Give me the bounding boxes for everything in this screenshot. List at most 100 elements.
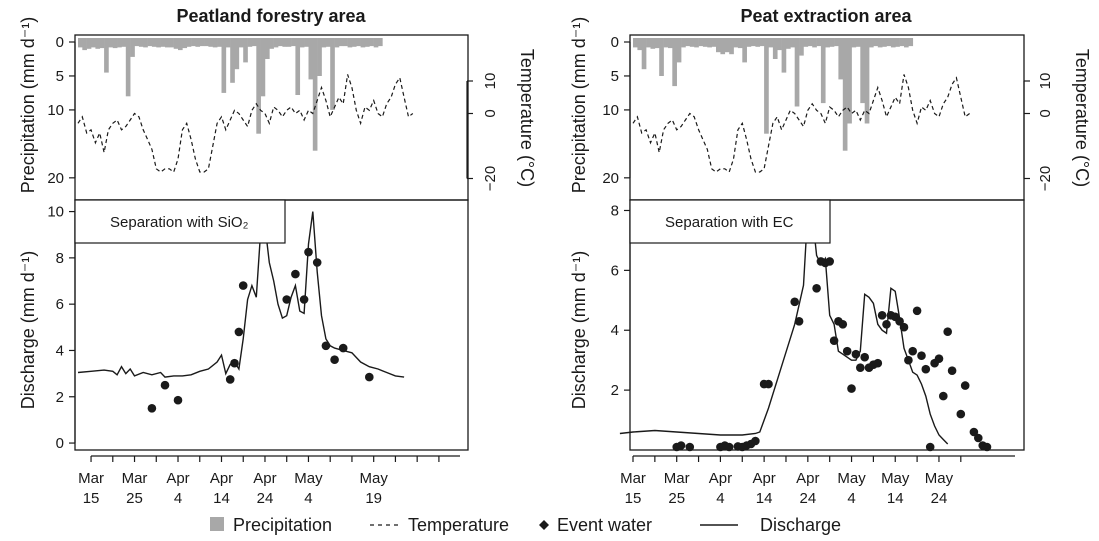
discharge-y-label: Discharge (mm d⁻¹) (18, 251, 38, 410)
precip-bar (890, 38, 896, 48)
x-tick-label-month: Mar (664, 470, 690, 487)
precip-bar (759, 38, 765, 47)
temp-tick-label: −20 (482, 166, 499, 191)
precip-bar (685, 38, 691, 47)
panel-peat-extraction: Peat extraction area 051020100−202468Mar… (569, 6, 1092, 507)
precip-bar (343, 38, 348, 47)
panel-peatland-forestry: Peatland forestry area 051020100−2002468… (18, 6, 537, 507)
precip-bar (225, 38, 231, 48)
event-water-point (943, 327, 952, 337)
precip-bar (234, 38, 240, 70)
annotation-label: Separation with EC (665, 214, 794, 231)
event-water-point (838, 320, 848, 329)
precip-bar (720, 38, 726, 55)
x-tick-label-month: Mar (78, 470, 104, 487)
precip-bar (641, 38, 647, 70)
event-water-point (842, 346, 852, 356)
legend-temperature-label: Temperature (408, 515, 509, 535)
precip-bar (702, 38, 708, 47)
precip-bar (794, 38, 800, 107)
precip-bar (143, 38, 148, 48)
precip-bar (95, 38, 101, 49)
x-tick-label-day: 14 (213, 490, 230, 507)
precip-bar (260, 38, 266, 97)
precip-bar (178, 38, 183, 51)
precip-bar (694, 38, 699, 48)
precip-bar (121, 38, 127, 47)
precip-bar (886, 38, 892, 47)
x-tick-label-month: Apr (210, 470, 233, 487)
event-water-point (873, 358, 883, 368)
precip-tick-label: 5 (611, 68, 619, 85)
precip-bar (654, 38, 660, 49)
x-tick-label-month: Apr (709, 470, 732, 487)
x-tick-label-day: 14 (756, 490, 773, 507)
precip-bar (151, 38, 157, 47)
precip-bar (286, 38, 292, 47)
precip-bar (904, 38, 909, 48)
event-water-point (338, 343, 348, 353)
legend-discharge-label: Discharge (760, 515, 841, 535)
precip-bar (308, 38, 314, 80)
precip-y-label: Precipitation (mm d⁻¹) (569, 17, 589, 194)
precip-bar (716, 38, 721, 53)
precip-bar (877, 38, 883, 48)
precip-bar (869, 38, 874, 48)
precip-bar (895, 38, 900, 47)
event-water-point (904, 355, 913, 365)
precip-bar (230, 38, 235, 83)
precip-bar (104, 38, 109, 73)
event-water-point (676, 441, 686, 450)
precip-bar (312, 38, 318, 151)
event-water-point (917, 351, 926, 361)
precip-bar (338, 38, 344, 47)
temperature-line (77, 74, 414, 173)
precip-tick-label: 20 (602, 170, 619, 187)
x-tick-label-month: May (881, 470, 910, 487)
discharge-tick-label: 6 (56, 296, 64, 313)
precip-plot-frame (74, 34, 469, 201)
precip-bar (633, 38, 638, 48)
precip-bar (304, 38, 309, 47)
panel-title: Peat extraction area (740, 6, 912, 26)
precip-bar (247, 38, 253, 47)
precip-bar (160, 38, 166, 47)
precip-bar (191, 38, 196, 47)
discharge-series (77, 211, 405, 378)
event-water-point (225, 375, 235, 384)
precipitation-bars (78, 38, 383, 151)
axes: 051020100−200246810Mar15Mar25Apr4Apr14Ap… (47, 34, 499, 507)
event-water-point (238, 281, 248, 290)
precip-bar (676, 38, 682, 63)
precip-bar (772, 38, 778, 59)
event-water-point (790, 297, 799, 307)
precip-bar (351, 38, 357, 47)
precip-bar (373, 38, 379, 48)
event-water-point (847, 384, 856, 393)
precip-bar (321, 38, 327, 48)
precip-bar (347, 38, 353, 48)
precip-bar (855, 38, 861, 47)
x-tick-label-day: 24 (257, 490, 274, 507)
precip-bar (746, 38, 752, 47)
precip-bar (199, 38, 205, 47)
precip-bar (842, 38, 848, 151)
discharge-line (619, 209, 949, 445)
discharge-tick-label: 8 (56, 250, 64, 267)
temp-y-label: Temperature (°C) (1072, 49, 1092, 187)
precip-bar (204, 38, 209, 47)
event-water-point (947, 366, 957, 376)
precip-bar (873, 38, 879, 47)
discharge-tick-label: 4 (611, 322, 619, 339)
precip-bar (156, 38, 161, 48)
precip-bar (147, 38, 153, 47)
annotation-box (74, 199, 286, 244)
event-water-point (299, 295, 309, 304)
precip-bar (707, 38, 712, 48)
x-tick-label-month: May (360, 470, 389, 487)
precip-bar (899, 38, 905, 47)
precip-bar (221, 38, 227, 93)
event-water-point (230, 358, 239, 368)
precip-bar (847, 38, 852, 124)
